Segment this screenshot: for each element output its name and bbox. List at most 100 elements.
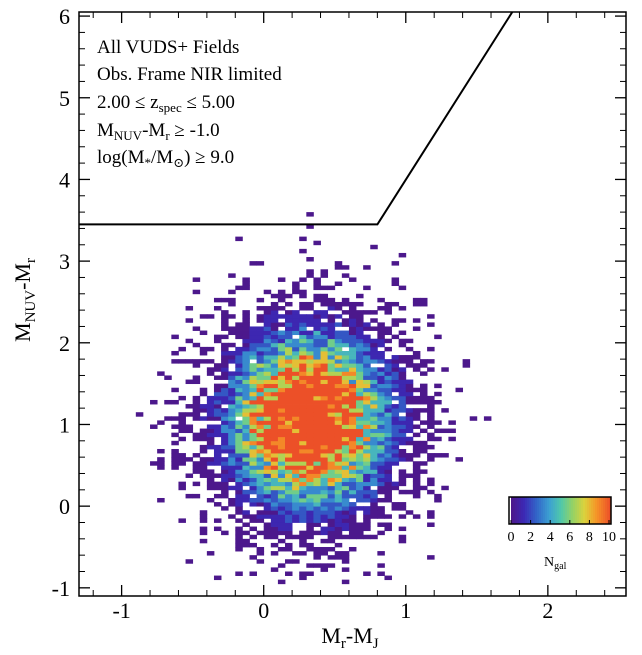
heatmap-bin [348,306,357,311]
y-tick-label: 5 [59,86,70,111]
heatmap-bin [299,432,307,438]
heatmap-bin [249,457,257,462]
heatmap-bin [412,477,421,483]
heatmap-bin [377,326,385,331]
heatmap-bin [263,371,272,376]
heatmap-bin [313,391,321,397]
colorbar-segment [607,497,610,524]
heatmap-bin [363,510,371,515]
heatmap-bin [256,367,265,372]
heatmap-bin [320,404,329,409]
heatmap-bin [370,497,378,503]
heatmap-bin [285,481,293,487]
heatmap-bin [228,497,236,503]
heatmap-bin [178,518,186,523]
heatmap-bin [242,391,250,397]
heatmap-bin [299,469,307,474]
heatmap-bin [334,265,343,270]
heatmap-bin [341,497,350,503]
heatmap-bin [263,485,272,491]
heatmap-bin [363,514,371,519]
heatmap-bin [327,326,336,331]
heatmap-bin [228,461,236,466]
heatmap-bin [348,334,357,340]
heatmap-bin [427,444,435,450]
selection-boundary-line [79,11,514,226]
heatmap-bin [242,285,250,291]
heatmap-bin [306,224,314,229]
heatmap-bin [285,502,293,507]
heatmap-bin [285,510,293,515]
heatmap-bin [299,301,307,307]
heatmap-bin [299,534,307,540]
heatmap-bin [356,379,364,385]
heatmap-bin [405,395,414,401]
heatmap-bin [377,473,385,478]
heatmap-bin [398,469,407,474]
colorbar-segment [575,497,578,524]
heatmap-bin [249,379,257,385]
heatmap-bin [391,506,400,511]
heatmap-bin [377,522,385,527]
heatmap-bin [363,424,371,429]
heatmap-bin [256,465,265,470]
heatmap-bin [320,493,329,499]
heatmap-bin [199,448,208,454]
heatmap-bin [270,363,279,368]
heatmap-bin [363,285,371,291]
heatmap-bin [356,350,364,356]
heatmap-bin [221,408,229,413]
heatmap-bin [384,301,392,307]
heatmap-bin [285,489,293,495]
heatmap-bin [313,432,321,438]
heatmap-bin [327,424,336,429]
heatmap-bin [398,252,407,258]
heatmap-bin [356,383,364,389]
heatmap-bin [313,493,321,499]
heatmap-bin [363,408,371,413]
colorbar-tick-labels: 0 2 4 6 8 10 [508,530,617,545]
heatmap-bin [377,420,385,425]
heatmap-bin [249,342,257,348]
colorbar-tick-label: 4 [547,530,554,545]
heatmap-bin [178,428,186,434]
heatmap-bin [242,432,250,438]
heatmap-bin [320,436,329,442]
heatmap-bin [334,383,343,389]
heatmap-bin [341,489,350,495]
heatmap-bin [263,399,272,405]
heatmap-bin [363,506,371,511]
heatmap-bin [348,383,357,389]
heatmap-bin [341,363,350,368]
heatmap-bin [249,461,257,466]
heatmap-bin [356,395,364,401]
heatmap-bin [313,428,321,434]
heatmap-bin [299,575,307,581]
heatmap-bin [292,457,300,462]
heatmap-bin [320,330,329,336]
heatmap-bin [221,489,229,495]
heatmap-bin [285,367,293,372]
heatmap-bin [306,408,314,413]
heatmap-bin [370,457,378,462]
heatmap-bin [199,465,208,470]
heatmap-bin [249,338,257,344]
heatmap-bin [412,350,421,356]
heatmap-bin [235,489,243,495]
heatmap-bin [341,399,350,405]
heatmap-bin [263,408,272,413]
heatmap-bin [228,420,236,425]
heatmap-bin [356,530,364,536]
heatmap-bin [292,448,300,454]
heatmap-bin [327,342,336,348]
heatmap-bin [150,399,158,405]
heatmap-bin [356,432,364,438]
heatmap-bin [327,510,336,515]
heatmap-bin [363,469,371,474]
heatmap-bin [391,440,400,446]
heatmap-bin [363,404,371,409]
heatmap-bin [285,559,293,564]
heatmap-bin [292,346,300,352]
heatmap-bin [412,355,421,360]
heatmap-bin [306,314,314,319]
